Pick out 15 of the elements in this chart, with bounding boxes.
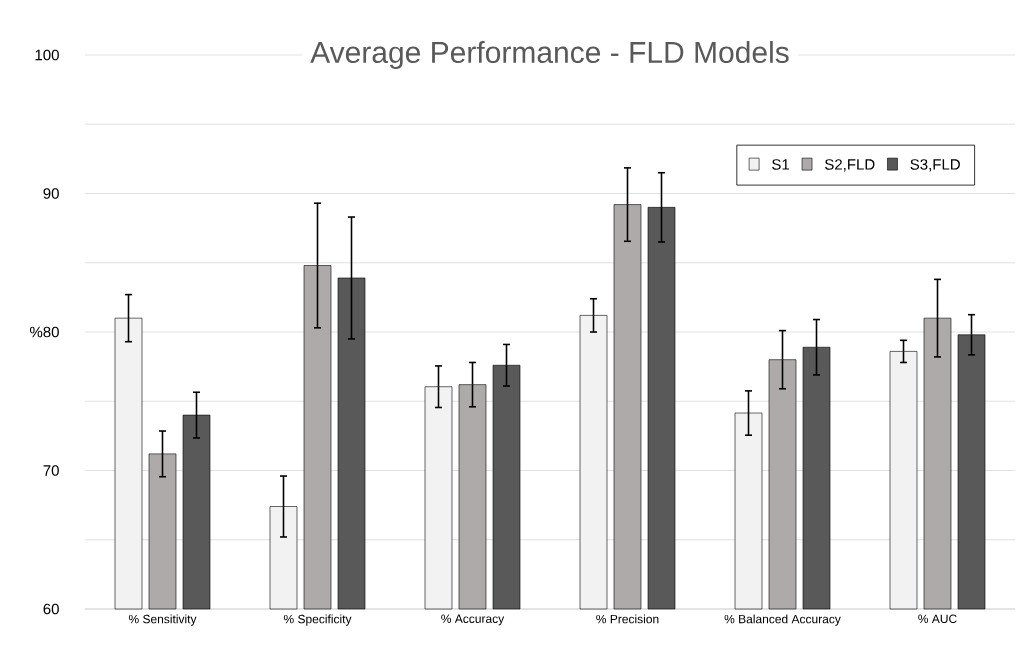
x-tick-label: % AUC xyxy=(918,614,957,624)
x-tick-label: % Sensitivity xyxy=(128,614,197,626)
chart-title: Average Performance - FLD Models xyxy=(310,41,789,69)
y-tick-label: 90 xyxy=(43,188,59,199)
legend-label: S1 xyxy=(772,159,790,170)
x-tick-label: % Accuracy xyxy=(441,614,505,626)
y-tick-label: 70 xyxy=(43,465,59,476)
x-tick-label: % Balanced Accuracy xyxy=(724,614,841,626)
y-tick-label: 100 xyxy=(35,49,59,61)
y-tick-label: %80 xyxy=(29,326,59,338)
x-tick-label: % Specificity xyxy=(283,614,352,626)
y-tick-label: 60 xyxy=(43,603,59,615)
legend-label: S3,FLD xyxy=(910,159,960,172)
x-tick-label: % Precision xyxy=(596,614,659,624)
legend-label: S2,FLD xyxy=(825,159,875,172)
